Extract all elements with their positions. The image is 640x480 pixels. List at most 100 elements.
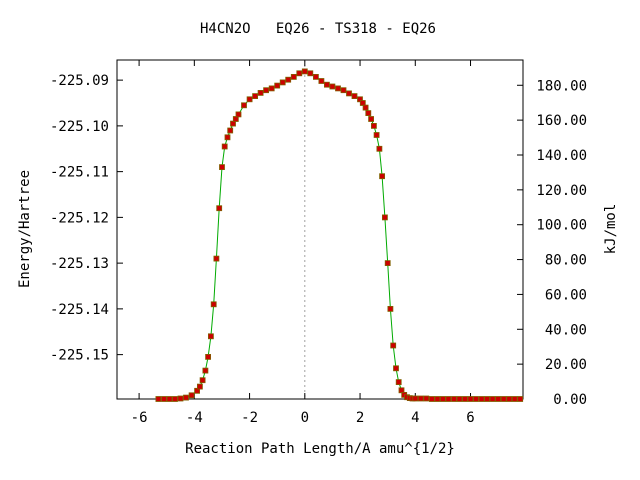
x-tick-label: -2	[241, 410, 258, 426]
data-point	[246, 96, 253, 103]
data-point	[428, 396, 435, 402]
data-point	[467, 396, 474, 402]
data-point	[351, 93, 358, 99]
data-point	[172, 396, 178, 402]
data-point	[381, 214, 388, 221]
data-point	[301, 68, 308, 75]
data-point	[379, 173, 386, 180]
data-point	[511, 396, 518, 402]
y2-tick-label: 180.00	[536, 78, 587, 94]
y2-tick-label: 40.00	[545, 322, 587, 338]
data-point	[395, 379, 402, 386]
y-tick-label: -225.13	[50, 256, 109, 272]
y2-axis-label: kJ/mol	[603, 204, 619, 255]
y-tick-label: -225.10	[50, 119, 109, 135]
data-point	[451, 396, 457, 402]
data-point	[329, 83, 336, 90]
data-point	[274, 82, 281, 89]
data-point	[340, 87, 347, 94]
y-axis-ticks: -225.09 -225.10 -225.11 -225.12 -225.13 -225.…	[50, 73, 123, 364]
x-tick-label: 0	[301, 410, 309, 426]
y2-tick-label: 60.00	[545, 287, 587, 303]
data-point	[376, 145, 383, 152]
data-point	[368, 116, 375, 122]
series-line	[158, 70, 521, 400]
y-tick-label: -225.15	[50, 348, 109, 364]
data-point	[489, 396, 496, 402]
data-point	[296, 70, 303, 77]
data-point	[500, 396, 507, 402]
data-point	[285, 76, 292, 83]
data-point	[473, 396, 479, 402]
data-point	[495, 396, 502, 402]
data-point	[384, 260, 391, 267]
data-point	[216, 205, 223, 212]
x-axis-ticks: -6 -4 -2 0 2 4 6	[131, 60, 475, 426]
y-tick-label: -225.11	[50, 165, 109, 181]
x-tick-label: 4	[411, 410, 419, 426]
data-point	[177, 395, 184, 402]
y2-tick-label: 120.00	[536, 183, 587, 199]
data-point	[210, 301, 217, 308]
data-point	[346, 90, 352, 97]
data-point	[290, 74, 297, 80]
data-point	[207, 333, 214, 340]
y2-tick-label: 100.00	[536, 218, 587, 234]
data-point	[219, 164, 225, 171]
data-point	[517, 396, 524, 402]
data-point	[434, 396, 441, 402]
data-point	[365, 110, 372, 116]
data-point	[224, 134, 231, 141]
y-axis-label: Energy/Hartree	[17, 170, 33, 288]
data-point	[241, 102, 247, 109]
data-point	[412, 395, 419, 402]
data-point	[268, 85, 275, 92]
data-point	[196, 383, 203, 390]
x-axis-label: Reaction Path Length/A amu^{1/2}	[185, 441, 455, 457]
data-point	[456, 396, 463, 402]
y-tick-label: -225.14	[50, 302, 109, 318]
x-tick-label: -6	[131, 410, 148, 426]
data-point	[263, 87, 270, 94]
data-point	[166, 396, 173, 402]
data-point	[252, 93, 259, 99]
data-point	[205, 353, 212, 360]
data-point	[235, 111, 242, 118]
data-point	[370, 123, 377, 129]
data-point	[390, 342, 397, 349]
data-point	[478, 396, 485, 402]
chart-title: H4CN2O EQ26 - TS318 - EQ26	[200, 21, 436, 37]
data-point	[312, 74, 319, 80]
data-point	[417, 395, 424, 402]
y2-axis-ticks: 0.00 20.00 40.00 60.00 80.00 100.00 120.00 140.…	[517, 78, 587, 408]
data-point	[445, 396, 452, 402]
data-point	[484, 396, 491, 402]
y-tick-label: -225.12	[50, 210, 109, 226]
y2-tick-label: 140.00	[536, 148, 587, 164]
data-point	[387, 305, 394, 312]
data-point	[335, 85, 341, 92]
plot-frame	[116, 59, 524, 400]
data-point	[221, 143, 228, 150]
y-tick-label: -225.09	[50, 73, 109, 89]
data-point	[307, 70, 314, 77]
data-point	[462, 396, 468, 402]
y2-tick-label: 160.00	[536, 113, 587, 129]
y2-tick-label: 20.00	[545, 357, 587, 373]
series-markers	[155, 68, 524, 402]
data-point	[199, 377, 206, 384]
data-point	[423, 395, 430, 402]
data-point	[393, 365, 399, 372]
data-point	[279, 79, 286, 86]
data-point	[257, 90, 264, 96]
data-point	[323, 81, 330, 88]
y2-tick-label: 80.00	[545, 253, 587, 269]
data-point	[318, 78, 325, 84]
x-tick-label: -4	[186, 410, 203, 426]
data-point	[213, 255, 220, 262]
x-tick-label: 2	[356, 410, 364, 426]
data-point	[227, 127, 234, 134]
data-point	[362, 104, 369, 111]
data-point	[155, 396, 162, 402]
